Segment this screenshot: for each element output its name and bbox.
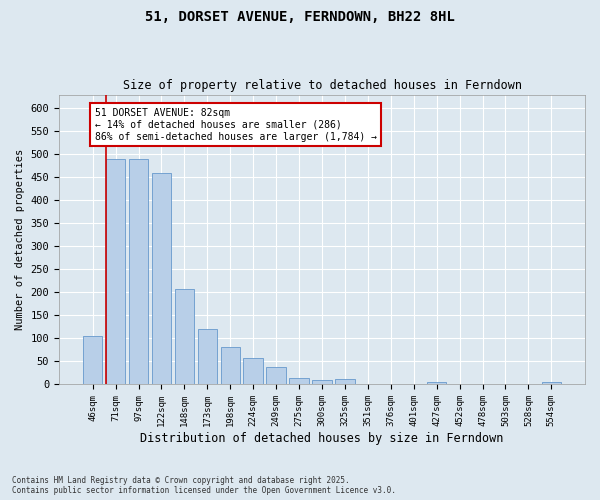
Bar: [312, 380, 332, 384]
Bar: [427, 382, 446, 384]
Bar: [221, 346, 240, 385]
Bar: [197, 329, 217, 384]
Bar: [152, 173, 171, 384]
X-axis label: Distribution of detached houses by size in Ferndown: Distribution of detached houses by size …: [140, 432, 504, 445]
Bar: [542, 382, 561, 384]
Text: 51 DORSET AVENUE: 82sqm
← 14% of detached houses are smaller (286)
86% of semi-d: 51 DORSET AVENUE: 82sqm ← 14% of detache…: [95, 108, 377, 142]
Y-axis label: Number of detached properties: Number of detached properties: [15, 149, 25, 330]
Bar: [266, 367, 286, 384]
Title: Size of property relative to detached houses in Ferndown: Size of property relative to detached ho…: [122, 79, 521, 92]
Bar: [106, 159, 125, 384]
Bar: [335, 380, 355, 384]
Bar: [83, 336, 103, 384]
Bar: [289, 378, 309, 384]
Text: 51, DORSET AVENUE, FERNDOWN, BH22 8HL: 51, DORSET AVENUE, FERNDOWN, BH22 8HL: [145, 10, 455, 24]
Bar: [175, 289, 194, 384]
Bar: [129, 159, 148, 384]
Text: Contains HM Land Registry data © Crown copyright and database right 2025.
Contai: Contains HM Land Registry data © Crown c…: [12, 476, 396, 495]
Bar: [244, 358, 263, 384]
